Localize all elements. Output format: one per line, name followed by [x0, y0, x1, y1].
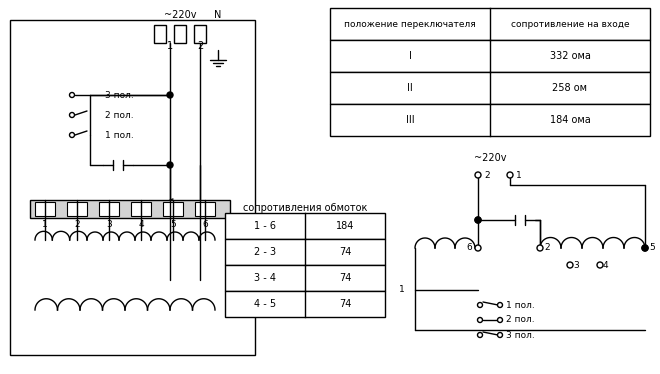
- Bar: [330, 72, 650, 104]
- Text: N: N: [214, 10, 222, 20]
- Circle shape: [475, 172, 481, 178]
- Text: 3 пол.: 3 пол.: [506, 331, 535, 340]
- Text: 74: 74: [339, 299, 351, 309]
- Bar: [194, 25, 206, 43]
- Text: 5: 5: [170, 220, 176, 229]
- Bar: [225, 239, 385, 265]
- Text: 4 - 5: 4 - 5: [254, 299, 276, 309]
- Bar: [225, 291, 385, 317]
- Bar: [195, 202, 215, 216]
- Circle shape: [477, 332, 482, 337]
- Text: 2: 2: [544, 243, 550, 252]
- Circle shape: [475, 217, 481, 223]
- Text: 2: 2: [74, 220, 80, 229]
- Text: 1: 1: [167, 41, 173, 51]
- Text: 2: 2: [484, 171, 490, 180]
- Text: 3 - 4: 3 - 4: [254, 273, 276, 283]
- Bar: [35, 202, 55, 216]
- Bar: [330, 40, 650, 72]
- Text: 3: 3: [573, 261, 579, 270]
- Text: II: II: [407, 83, 413, 93]
- Text: ~220v: ~220v: [164, 10, 196, 20]
- Bar: [225, 213, 385, 239]
- Bar: [131, 202, 151, 216]
- Bar: [330, 8, 650, 40]
- Text: 74: 74: [339, 247, 351, 257]
- Text: 332 ома: 332 ома: [550, 51, 591, 61]
- Text: ~220v: ~220v: [474, 153, 506, 163]
- Text: I: I: [409, 51, 411, 61]
- Circle shape: [642, 245, 648, 251]
- Circle shape: [475, 217, 481, 223]
- Circle shape: [167, 92, 173, 98]
- Bar: [163, 202, 183, 216]
- Text: положение переключателя: положение переключателя: [344, 19, 476, 28]
- Text: 2: 2: [197, 41, 203, 51]
- Text: 184 ома: 184 ома: [550, 115, 591, 125]
- Text: сопротивления обмоток: сопротивления обмоток: [243, 203, 367, 213]
- Circle shape: [477, 318, 482, 322]
- Text: 1: 1: [42, 220, 48, 229]
- Text: 1 пол.: 1 пол.: [506, 300, 535, 310]
- Text: 2 - 3: 2 - 3: [254, 247, 276, 257]
- Circle shape: [477, 303, 482, 307]
- Text: 6: 6: [202, 220, 208, 229]
- Circle shape: [475, 245, 481, 251]
- Text: 3: 3: [106, 220, 112, 229]
- Bar: [174, 25, 186, 43]
- Text: 2 пол.: 2 пол.: [506, 316, 535, 325]
- Circle shape: [167, 162, 173, 168]
- Bar: [225, 265, 385, 291]
- Circle shape: [69, 92, 75, 98]
- Text: 3 пол.: 3 пол.: [105, 91, 134, 99]
- Bar: [330, 104, 650, 136]
- Circle shape: [567, 262, 573, 268]
- Text: 5: 5: [649, 243, 655, 252]
- Text: 2 пол.: 2 пол.: [105, 110, 133, 120]
- Bar: [99, 202, 119, 216]
- Text: 6: 6: [466, 243, 472, 252]
- Text: III: III: [406, 115, 414, 125]
- Text: сопротивление на входе: сопротивление на входе: [511, 19, 630, 28]
- Circle shape: [642, 245, 648, 251]
- Circle shape: [597, 262, 603, 268]
- Text: 1: 1: [516, 171, 522, 180]
- Text: 258 ом: 258 ом: [552, 83, 587, 93]
- Circle shape: [498, 303, 502, 307]
- Text: 1 - 6: 1 - 6: [254, 221, 276, 231]
- Bar: [10, 20, 255, 355]
- Bar: [67, 202, 87, 216]
- Circle shape: [537, 245, 543, 251]
- Circle shape: [498, 318, 502, 322]
- Circle shape: [507, 172, 513, 178]
- Text: 1 пол.: 1 пол.: [105, 131, 134, 140]
- Circle shape: [498, 332, 502, 337]
- Text: 1: 1: [399, 285, 405, 294]
- Text: 184: 184: [336, 221, 354, 231]
- Circle shape: [69, 113, 75, 117]
- Text: 4: 4: [603, 261, 609, 270]
- Bar: [30, 200, 230, 218]
- Text: 4: 4: [138, 220, 144, 229]
- Circle shape: [69, 132, 75, 138]
- Bar: [154, 25, 166, 43]
- Text: 74: 74: [339, 273, 351, 283]
